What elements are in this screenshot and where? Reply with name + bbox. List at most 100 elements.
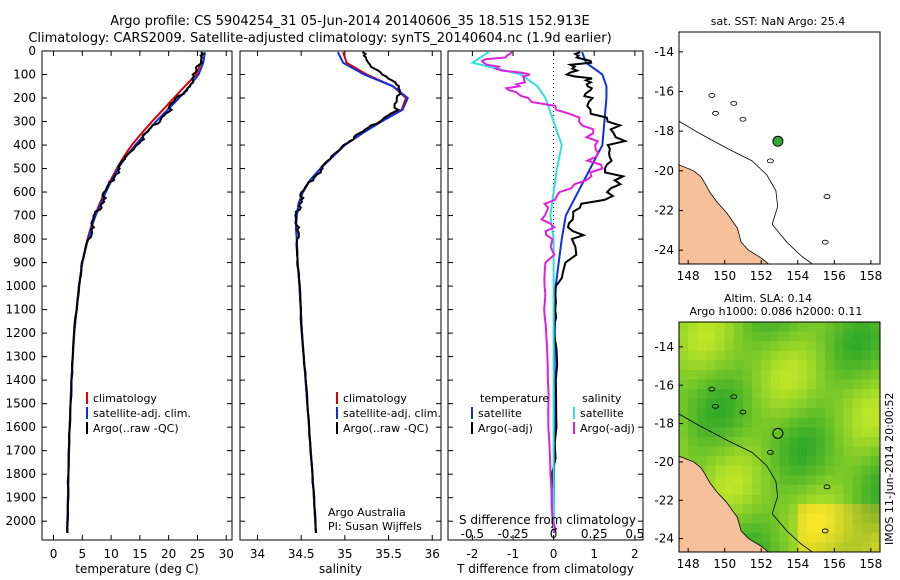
sla-cell [834,446,845,457]
s-tick-label: 0 [550,527,558,541]
sla-cell [742,341,753,352]
sla-cell [861,456,872,467]
sla-cell [724,484,735,496]
sla-cell [861,427,872,438]
sla-cell [834,379,845,390]
sla-cell [733,427,744,438]
depth-tick-label: 1200 [5,326,36,340]
sla-cell [770,341,781,352]
sla-cell [834,475,845,486]
sla-cell [816,465,826,476]
sla-cell [843,341,854,352]
sla-cell [861,350,872,361]
sla-cell [706,408,717,419]
sla-cell [797,417,808,429]
sla-cell [834,513,845,524]
sla-cell [788,350,799,361]
sla-cell [679,379,689,390]
series-line-satellite-adj-clim- [66,52,206,533]
sla-cell [861,322,872,333]
sla-cell [679,408,689,419]
map-x-tick-label: 150 [713,557,736,571]
sla-cell [761,427,771,438]
sla-cell [688,350,698,361]
sla-cell [834,542,845,552]
sla-cell [779,408,790,419]
depth-tick-label: 1600 [5,420,36,434]
x-tick-label: 5 [78,547,86,561]
sla-cell [834,369,845,381]
sla-cell [806,398,817,409]
sla-cell [834,532,845,544]
legend-label: Argo(..raw -QC) [93,422,179,435]
depth-tick-label: 1100 [5,303,36,317]
sla-cell [761,350,771,361]
sla-cell [843,475,854,486]
sla-cell [852,360,863,371]
sla-cell [761,341,771,352]
sla-cell [697,389,708,400]
reef-outline [708,386,716,392]
sla-cell [806,465,817,476]
sla-cell [806,408,817,419]
sla-cell [706,322,717,333]
sla-cell [706,350,717,361]
sla-cell [825,532,835,544]
sla-cell [861,513,872,524]
depth-tick-label: 1800 [5,467,36,481]
sla-cell [843,446,854,457]
sla-cell [697,417,708,429]
sla-cell [770,542,781,552]
sla-cell [861,475,872,486]
sla-cell [706,475,717,486]
sla-cell [797,513,808,524]
sla-cell [715,331,726,342]
series-line-temperature-Argo-adj- [550,51,629,534]
sla-cell [752,341,762,352]
sla-cell [834,494,845,505]
sla-cell [679,446,689,457]
sla-cell [742,322,753,333]
depth-tick-label: 700 [13,209,36,223]
sla-cell [834,341,845,352]
s-tick-label: 0.25 [581,527,608,541]
reef-outline [766,449,774,455]
depth-tick-label: 800 [13,232,36,246]
sla-cell [797,427,808,438]
sla-cell [733,475,744,486]
sla-cell [843,379,854,390]
sla-cell [715,417,726,429]
sla-cell [816,532,826,544]
sla-cell [825,475,835,486]
sla-cell [825,408,835,419]
sla-cell [852,417,863,429]
map-x-tick-label: 148 [677,557,700,571]
reef-outline [708,93,716,98]
x-axis-label: T difference from climatology [456,562,634,576]
series-line-climatology [66,52,204,533]
sla-cell [861,504,872,515]
sla-cell [797,369,808,381]
sla-cell [679,331,689,342]
sla-cell [752,532,762,544]
sla-cell [742,369,753,381]
sla-cell [852,408,863,419]
sla-cell [706,369,717,381]
sla-cell [752,446,762,457]
sla-cell [788,417,799,429]
series-line-salinity-Argo-adj- [480,51,604,534]
depth-tick-label: 1000 [5,279,36,293]
reef-outline [739,409,747,415]
sla-cell [797,484,808,496]
sla-cell [724,446,735,457]
map-x-tick-label: 156 [823,557,846,571]
sla-cell [688,408,698,419]
sla-cell [816,494,826,505]
sla-cell [697,360,708,371]
sla-cell [715,408,726,419]
sla-cell [797,504,808,515]
reef-outline [821,239,829,245]
sla-cell [816,331,826,342]
sla-cell [770,513,781,524]
sla-cell [706,379,717,390]
